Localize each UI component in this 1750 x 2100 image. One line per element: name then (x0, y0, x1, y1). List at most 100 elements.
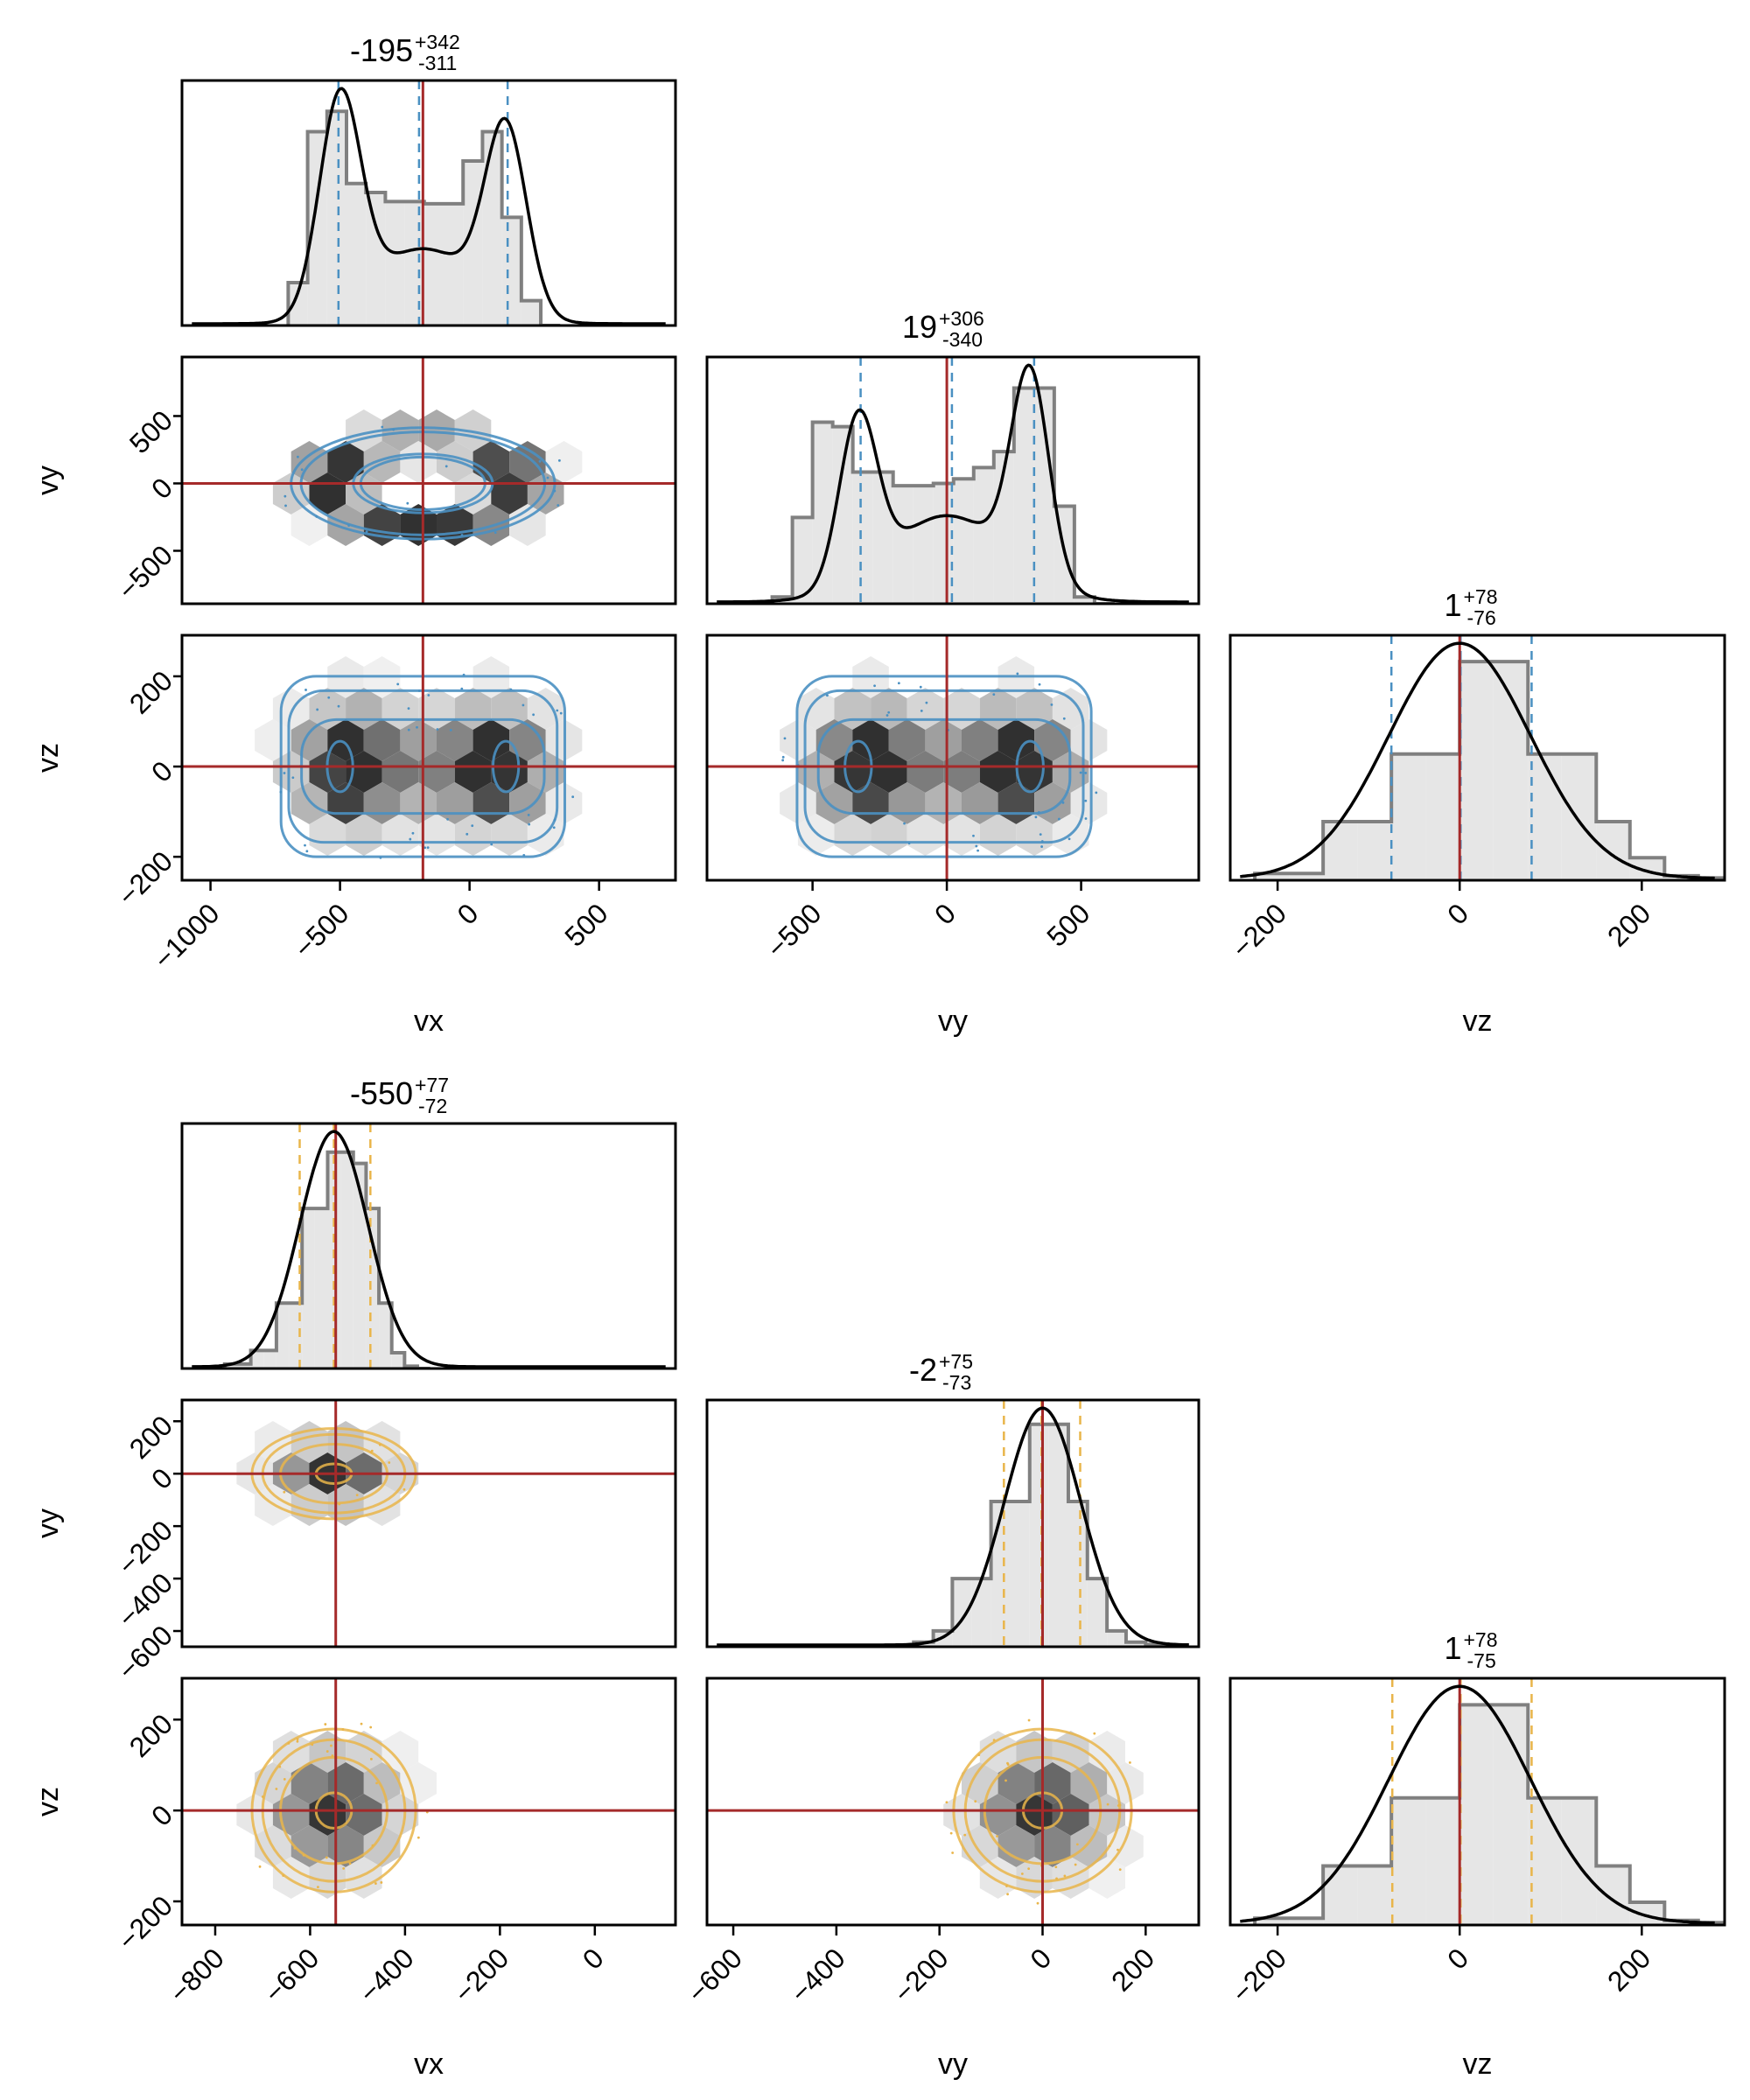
scatter-point (783, 737, 787, 740)
histogram-bar (1528, 753, 1562, 880)
hexbin-cell (998, 1762, 1035, 1804)
histogram-bar (1010, 1501, 1030, 1647)
histogram-bar (1013, 388, 1034, 604)
x-tick-label: 0 (577, 1942, 610, 1975)
panel-content (717, 357, 1189, 604)
marginal-panel-vz: 1 +78-75 −200 0 200 vz (1226, 1628, 1726, 2081)
hexbin-cell (346, 814, 382, 856)
scatter-point (287, 1488, 290, 1491)
scatter-point (897, 682, 900, 685)
scatter-point (293, 1846, 297, 1850)
kde-curve (192, 1130, 666, 1368)
histogram-bar (385, 201, 405, 326)
scatter-point (1084, 772, 1088, 774)
scatter-point (949, 1831, 953, 1835)
scatter-point (1084, 799, 1088, 802)
hexbin-cell (382, 410, 419, 452)
scatter-point (1034, 816, 1038, 819)
scatter-point (557, 458, 561, 462)
scatter-point (1061, 801, 1065, 804)
histogram-bar (521, 300, 542, 326)
scatter-point (527, 814, 530, 816)
hexbin-cell (906, 814, 944, 856)
scatter-point (1062, 717, 1066, 720)
scatter-point (1106, 1802, 1110, 1806)
scatter-point (379, 856, 382, 859)
corner-block-1: -195 +342-311 −500 0 500 vy 19 +306-340 −200 0 200… (32, 31, 1726, 1038)
scatter-point (945, 1801, 948, 1804)
hexbin-cell (309, 814, 346, 856)
scatter-point (553, 489, 556, 493)
scatter-point (315, 514, 318, 518)
hexbin-cell (852, 719, 889, 761)
hexbin-cell (418, 814, 455, 856)
hexbin-cell (327, 504, 364, 546)
panel-frame (705, 1398, 1200, 1648)
histogram-bar (482, 131, 502, 326)
panel-frame (180, 634, 677, 882)
y-tick-label: 0 (145, 1462, 178, 1495)
scatter-point (338, 1502, 341, 1506)
scatter-point (1038, 682, 1041, 686)
hexbin-cell (998, 1825, 1035, 1867)
scatter-point (919, 685, 922, 689)
y-axis-title: vz (32, 743, 65, 773)
histogram-bar (379, 1303, 392, 1368)
hexbin-cell (509, 719, 546, 761)
panel-frame (180, 79, 677, 327)
scatter-point (304, 689, 307, 691)
hexbin-cell (472, 719, 510, 761)
joint-panel-vx-vz: −200 0 200 vz −800 −600 −400 −200 0 vx (32, 1676, 677, 2081)
scatter-point (326, 1750, 329, 1753)
hexbin-cell (834, 814, 872, 856)
histogram-bar (1029, 1424, 1049, 1647)
scatter-point (1128, 1760, 1131, 1764)
hexbin-cell (1070, 782, 1108, 824)
histogram-bar (366, 192, 386, 326)
scatter-point (327, 696, 331, 699)
scatter-point (388, 1461, 391, 1464)
histogram-bar (501, 217, 522, 326)
scatter-point (538, 459, 542, 463)
scatter-point (553, 818, 556, 822)
histogram-bar (1033, 388, 1054, 604)
scatter-point (348, 1862, 352, 1866)
joint-panel-vx-vz: −200 0 200 vz −1000 −500 0 500 vx (32, 634, 677, 1038)
kde-curve (717, 1406, 1189, 1647)
scatter-point (528, 822, 531, 826)
scatter-point (1054, 1866, 1058, 1869)
panel-content (182, 1678, 676, 1925)
hexbin-cell (454, 814, 492, 856)
histogram-bar (307, 131, 327, 326)
hexbin-cell (925, 719, 962, 761)
scatter-point (1116, 1804, 1120, 1807)
histogram-bar (1289, 1918, 1324, 1925)
panel-content (1240, 635, 1725, 880)
y-tick-label: 500 (123, 404, 178, 459)
hexbin-cell (327, 719, 364, 761)
stat-plus: +306 (939, 307, 984, 330)
scatter-point (781, 755, 785, 759)
y-tick-label: −200 (112, 1515, 178, 1581)
hexbin-cell (400, 441, 437, 483)
scatter-point (1037, 810, 1040, 814)
histogram-bar (288, 283, 308, 326)
panel-frame (180, 355, 677, 606)
scatter-point (337, 704, 340, 708)
histogram-bar (1596, 822, 1630, 880)
scatter-point (543, 760, 546, 763)
scatter-point (1093, 1732, 1096, 1735)
hexbin-cell (382, 1794, 419, 1836)
hexbin-cell (979, 814, 1017, 856)
scatter-point (371, 1844, 374, 1847)
hexbin-cell (382, 1731, 419, 1773)
y-tick-label: 200 (123, 1410, 178, 1465)
histogram-bar (852, 472, 873, 604)
histogram-bar (391, 1352, 405, 1368)
histogram-bar (237, 1363, 251, 1368)
scatter-point (449, 728, 452, 732)
x-axis-title: vy (938, 1004, 968, 1038)
hexbin-cell (979, 751, 1017, 793)
hexbin-cell (363, 441, 401, 483)
histogram-bar (973, 467, 994, 604)
